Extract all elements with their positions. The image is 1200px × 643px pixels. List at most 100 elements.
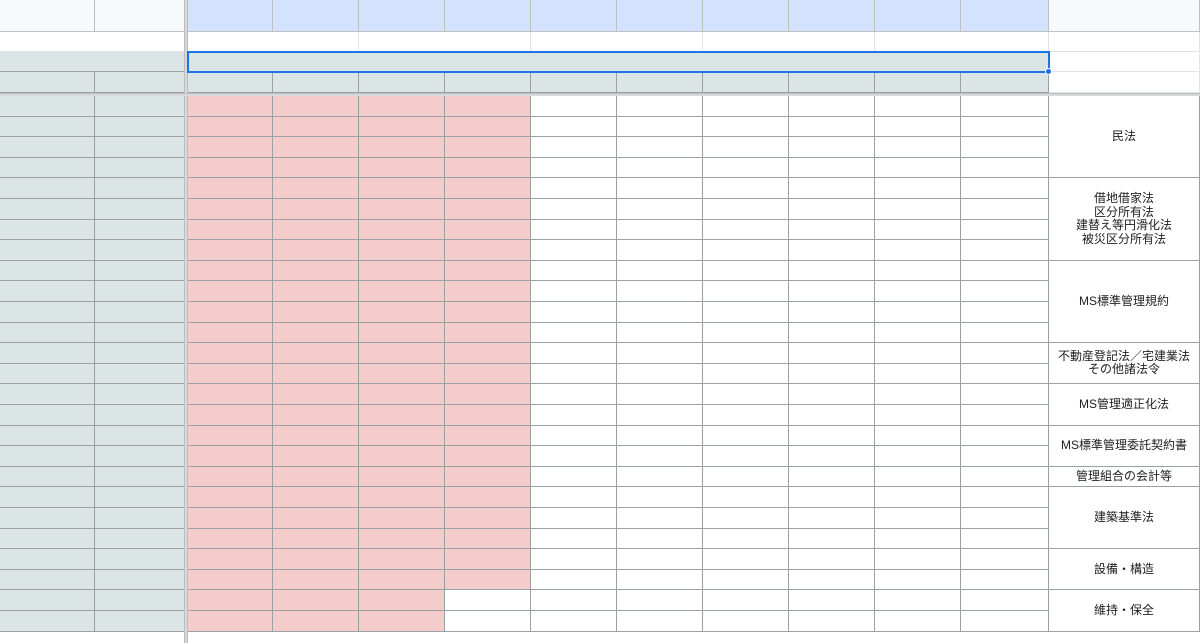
round-date-cell[interactable] [961,466,1049,488]
empty-cell[interactable] [1049,52,1200,72]
round-date-cell[interactable] [359,611,445,632]
end-page-cell[interactable] [95,363,188,385]
round-date-cell[interactable] [617,590,703,611]
round-date-cell[interactable] [531,157,617,179]
round-date-cell[interactable] [875,528,961,550]
round-date-cell[interactable] [875,384,961,405]
round-date-cell[interactable] [703,487,789,508]
round-date-cell[interactable] [875,178,961,199]
days-left-label[interactable] [359,32,445,52]
round-date-cell[interactable] [188,528,273,550]
start-page-cell[interactable] [0,569,95,591]
end-page-cell[interactable] [95,199,188,220]
column-header-g[interactable] [531,0,617,32]
column-header-j[interactable] [789,0,875,32]
round-date-cell[interactable] [359,363,445,385]
end-page-cell[interactable] [95,384,188,405]
round-date-cell[interactable] [445,178,531,199]
round-date-cell[interactable] [617,219,703,241]
round-date-cell[interactable] [703,590,789,611]
round-date-cell[interactable] [617,260,703,282]
round-date-cell[interactable] [789,611,875,632]
round-date-cell[interactable] [531,137,617,158]
fill-handle[interactable] [1045,68,1052,75]
round-date-cell[interactable] [445,508,531,529]
round-date-cell[interactable] [789,281,875,302]
round-date-cell[interactable] [445,384,531,405]
start-page-cell[interactable] [0,508,95,529]
round-date-cell[interactable] [875,137,961,158]
round-header-cell[interactable] [188,52,1049,72]
round-date-cell[interactable] [961,302,1049,323]
round-date-cell[interactable] [445,405,531,426]
round-date-cell[interactable] [359,322,445,344]
round-date-cell[interactable] [188,116,273,138]
round-date-cell[interactable] [703,363,789,385]
round-date-cell[interactable] [445,157,531,179]
round-date-cell[interactable] [445,487,531,508]
done-tasks-value[interactable] [789,32,875,52]
end-page-cell[interactable] [95,260,188,282]
round-date-cell[interactable] [359,446,445,467]
total-tasks-value[interactable] [617,32,703,52]
round-number-cell[interactable] [273,72,359,93]
round-date-cell[interactable] [531,549,617,570]
round-date-cell[interactable] [617,281,703,302]
round-date-cell[interactable] [617,363,703,385]
start-page-cell[interactable] [0,446,95,467]
round-date-cell[interactable] [703,405,789,426]
round-date-cell[interactable] [789,199,875,220]
round-date-cell[interactable] [789,363,875,385]
round-date-cell[interactable] [617,116,703,138]
round-date-cell[interactable] [273,343,359,364]
round-date-cell[interactable] [188,281,273,302]
round-date-cell[interactable] [531,199,617,220]
round-date-cell[interactable] [789,508,875,529]
round-date-cell[interactable] [445,549,531,570]
start-page-cell[interactable] [0,528,95,550]
round-date-cell[interactable] [703,178,789,199]
round-date-cell[interactable] [359,549,445,570]
round-date-cell[interactable] [961,281,1049,302]
round-date-cell[interactable] [531,363,617,385]
subject-label-cell[interactable]: MS標準管理規約 [1049,260,1200,344]
round-date-cell[interactable] [273,260,359,282]
exam-date-label[interactable] [188,32,273,52]
round-date-cell[interactable] [703,219,789,241]
round-date-cell[interactable] [961,487,1049,508]
round-date-cell[interactable] [703,240,789,261]
start-page-cell[interactable] [0,590,95,611]
round-date-cell[interactable] [703,384,789,405]
round-date-cell[interactable] [531,425,617,447]
start-page-cell[interactable] [0,116,95,138]
round-date-cell[interactable] [961,405,1049,426]
start-page-cell[interactable] [0,260,95,282]
round-date-cell[interactable] [875,116,961,138]
round-date-cell[interactable] [875,157,961,179]
round-date-cell[interactable] [961,96,1049,117]
round-date-cell[interactable] [617,508,703,529]
round-date-cell[interactable] [359,137,445,158]
round-date-cell[interactable] [445,343,531,364]
end-page-cell[interactable] [95,343,188,364]
round-date-cell[interactable] [961,384,1049,405]
round-number-cell[interactable] [531,72,617,93]
column-header-e[interactable] [359,0,445,32]
round-date-cell[interactable] [875,240,961,261]
end-page-cell[interactable] [95,466,188,488]
column-header-i[interactable] [703,0,789,32]
end-page-cell[interactable] [95,446,188,467]
round-date-cell[interactable] [273,611,359,632]
round-date-cell[interactable] [703,260,789,282]
round-date-cell[interactable] [703,466,789,488]
end-page-cell[interactable] [95,157,188,179]
round-date-cell[interactable] [531,487,617,508]
subject-label-cell[interactable]: 不動産登記法／宅建業法 その他諸法令 [1049,343,1200,385]
round-date-cell[interactable] [359,425,445,447]
round-date-cell[interactable] [188,302,273,323]
total-tasks-label[interactable] [531,32,617,52]
round-date-cell[interactable] [961,425,1049,447]
round-date-cell[interactable] [188,199,273,220]
column-header-d[interactable] [273,0,359,32]
